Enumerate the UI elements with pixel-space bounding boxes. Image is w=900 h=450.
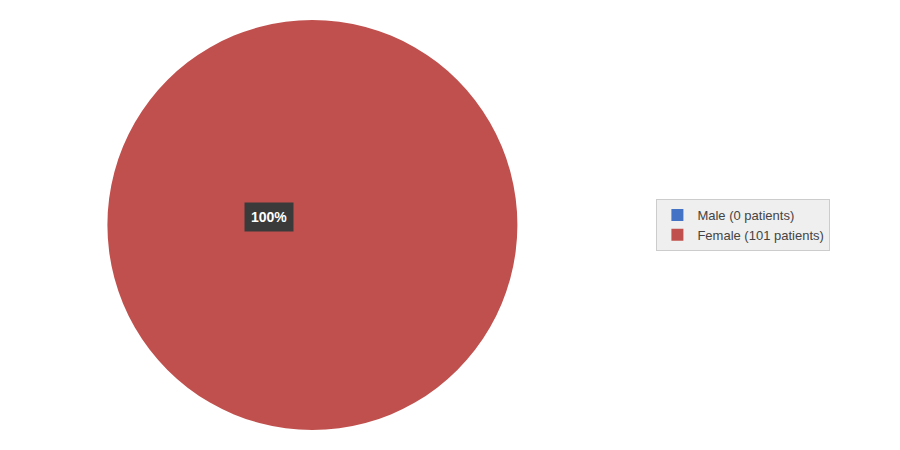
svg-text:Female (101 patients): Female (101 patients) xyxy=(697,228,823,243)
svg-text:Male (0 patients): Male (0 patients) xyxy=(697,208,794,223)
svg-text:100%: 100% xyxy=(251,209,287,225)
